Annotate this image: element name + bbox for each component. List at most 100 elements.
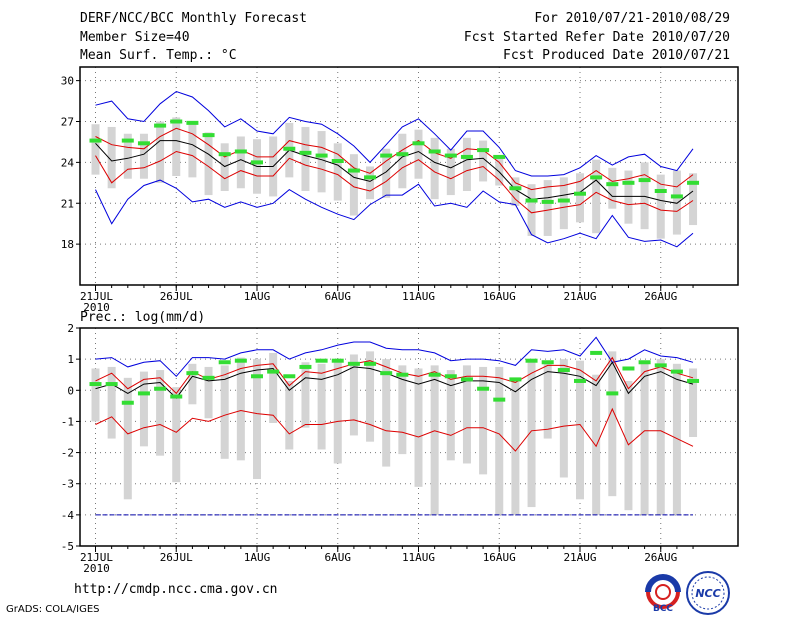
temp-ytick-label: 27 — [61, 116, 74, 129]
temp-box — [301, 126, 310, 191]
prec-obs-mark — [638, 360, 651, 365]
prec-xtick-label: 16AUG — [483, 551, 516, 564]
temp-obs-mark — [412, 141, 425, 146]
prec-obs-mark — [654, 363, 667, 368]
prec-obs-mark — [299, 364, 312, 369]
prec-ytick-label: 2 — [67, 322, 74, 335]
prec-obs-mark — [493, 397, 506, 402]
prec-ytick-label: -5 — [61, 540, 74, 553]
temp-box — [576, 173, 584, 223]
prec-xtick-label: 1AUG — [244, 551, 271, 564]
temp-obs-mark — [251, 160, 263, 165]
temp-ytick-label: 30 — [61, 75, 74, 88]
temp-obs-mark — [557, 198, 570, 203]
prec-box — [592, 374, 601, 515]
prec-box — [462, 365, 471, 464]
temp-xtick-label: 21AUG — [563, 290, 596, 303]
prec-obs-mark — [670, 369, 683, 374]
temp-obs-mark — [606, 182, 619, 187]
member-size: Member Size=40 — [80, 30, 190, 45]
temp-obs-mark — [331, 159, 344, 164]
temp-obs-mark — [283, 146, 296, 151]
prec-obs-mark — [218, 360, 231, 365]
temp-box — [204, 132, 213, 196]
temp-obs-mark — [493, 154, 506, 159]
prec-box — [139, 371, 148, 447]
prec-box — [156, 370, 165, 456]
prec-obs-mark — [687, 378, 700, 383]
prec-obs-mark — [574, 378, 586, 383]
prec-xtick-label: 11AUG — [402, 551, 435, 564]
temp-obs-mark — [234, 149, 247, 154]
prec-xtick-label: 21JUL — [80, 551, 113, 564]
temp-obs-mark — [622, 180, 635, 185]
temp-obs-mark — [509, 186, 522, 191]
temp-box — [414, 129, 423, 179]
temp-obs-mark — [541, 199, 554, 204]
temp-obs-mark — [364, 175, 377, 180]
temp-year-label: 2010 — [83, 301, 110, 314]
ncc-logo-text: NCC — [695, 587, 720, 600]
temp-obs-mark — [186, 120, 199, 125]
prec-ytick-label: -1 — [61, 415, 74, 428]
temp-line-upper — [95, 90, 694, 177]
temp-box — [495, 155, 504, 186]
temp-obs-mark — [687, 180, 700, 185]
prec-box — [672, 363, 681, 515]
forecast-title: DERF/NCC/BCC Monthly Forecast — [80, 11, 307, 26]
source-url[interactable]: http://cmdp.ncc.cma.gov.cn — [74, 582, 278, 597]
temp-obs-mark — [218, 152, 231, 157]
prec-obs-mark — [234, 358, 247, 363]
prec-obs-mark — [283, 374, 296, 379]
temp-xtick-label: 1AUG — [244, 290, 271, 303]
prec-box — [559, 359, 568, 478]
temp-obs-mark — [477, 148, 490, 153]
prec-obs-mark — [396, 372, 409, 377]
prec-obs-mark — [186, 371, 199, 376]
prec-title: Prec.: log(mm/d) — [80, 310, 205, 325]
prec-obs-mark — [380, 371, 393, 376]
prec-obs-mark — [121, 400, 134, 405]
prec-panel: -5 -4 -3 -2 -1 0 1 2 21JUL 26JUL 1AUG 6AUG 11AUG 16AU… — [61, 322, 739, 575]
temp-box — [366, 166, 375, 200]
bcc-logo-text: BCC — [653, 604, 673, 614]
temp-obs-mark — [121, 138, 134, 143]
temp-box — [462, 137, 471, 191]
prec-obs-mark — [622, 366, 635, 371]
temp-xtick-label: 26JUL — [160, 290, 193, 303]
temp-box — [107, 126, 116, 189]
temp-line-mean — [95, 140, 694, 204]
prec-obs-mark — [557, 368, 570, 373]
temp-obs-mark — [396, 152, 409, 157]
temp-box — [689, 173, 698, 226]
prec-box — [188, 363, 197, 405]
temp-box — [139, 133, 148, 179]
temp-frame — [79, 66, 739, 286]
prec-box — [253, 359, 261, 480]
prec-box — [511, 379, 520, 515]
temp-obs-mark — [347, 168, 360, 173]
temp-box — [156, 121, 165, 183]
prec-box — [91, 368, 100, 422]
temp-xtick-label: 26AUG — [644, 290, 677, 303]
temp-obs-mark — [315, 153, 328, 158]
fcst-produced-date: Fcst Produced Date 2010/07/21 — [503, 48, 730, 63]
temp-xtick-label: 6AUG — [325, 290, 352, 303]
variable-label: Mean Surf. Temp.: °C — [80, 48, 237, 63]
prec-box — [689, 368, 698, 437]
prec-obs-mark — [509, 377, 522, 382]
temp-box — [527, 184, 536, 236]
temp-box — [511, 177, 520, 206]
prec-box — [527, 360, 536, 508]
prec-box — [624, 380, 633, 511]
prec-line-upper — [95, 336, 694, 378]
prec-ytick-label: -2 — [61, 447, 74, 460]
prec-obs-mark — [154, 386, 167, 391]
prec-ytick-label: -4 — [61, 509, 75, 522]
prec-box — [495, 366, 504, 515]
prec-obs-mark — [428, 372, 441, 377]
temp-box — [608, 167, 617, 209]
temp-xtick-label: 11AUG — [402, 290, 435, 303]
prec-xtick-label: 6AUG — [325, 551, 352, 564]
temp-panel: 18 21 24 27 30 21JUL 26JUL 1AUG 6AUG 11AUG 16AUG 21… — [61, 66, 739, 314]
